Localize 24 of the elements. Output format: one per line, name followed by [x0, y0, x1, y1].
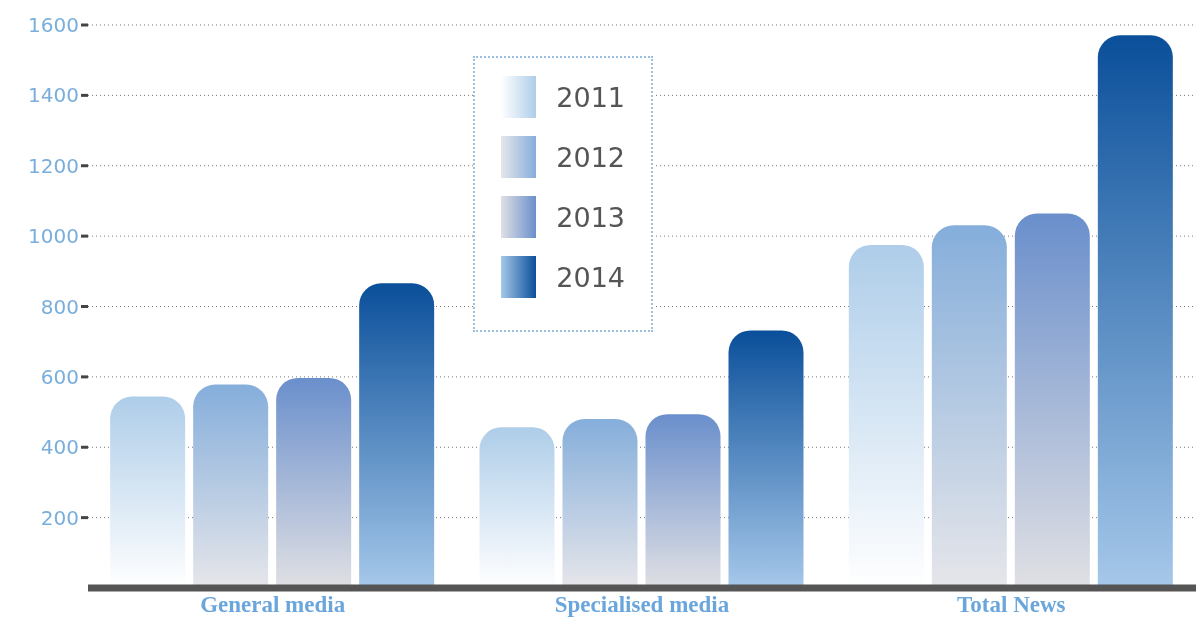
legend-label: 2012	[556, 141, 625, 173]
bar	[728, 330, 804, 588]
y-tick-label: 1400	[28, 83, 79, 108]
bar	[931, 225, 1007, 588]
bar	[359, 283, 435, 588]
x-tick-label: Specialised media	[554, 592, 730, 618]
x-tick-label: General media	[200, 592, 346, 618]
legend-label: 2011	[556, 81, 625, 113]
bar	[1097, 35, 1173, 588]
y-tick-label: 600	[40, 364, 79, 389]
y-tick-label: 1200	[28, 153, 79, 178]
bar	[645, 414, 721, 588]
y-tick-label: 200	[40, 505, 79, 530]
bar	[276, 377, 352, 588]
x-tick-label: Total News	[957, 592, 1066, 618]
y-tick-label: 1600	[28, 13, 79, 38]
y-tick-label: 400	[40, 435, 79, 460]
y-tick-label: 1000	[28, 224, 79, 249]
bar	[1014, 213, 1090, 588]
legend-label: 2014	[556, 261, 625, 293]
bar	[193, 384, 269, 588]
y-tick-label: 800	[40, 294, 79, 319]
bar	[562, 419, 638, 588]
legend-label: 2013	[556, 201, 625, 233]
